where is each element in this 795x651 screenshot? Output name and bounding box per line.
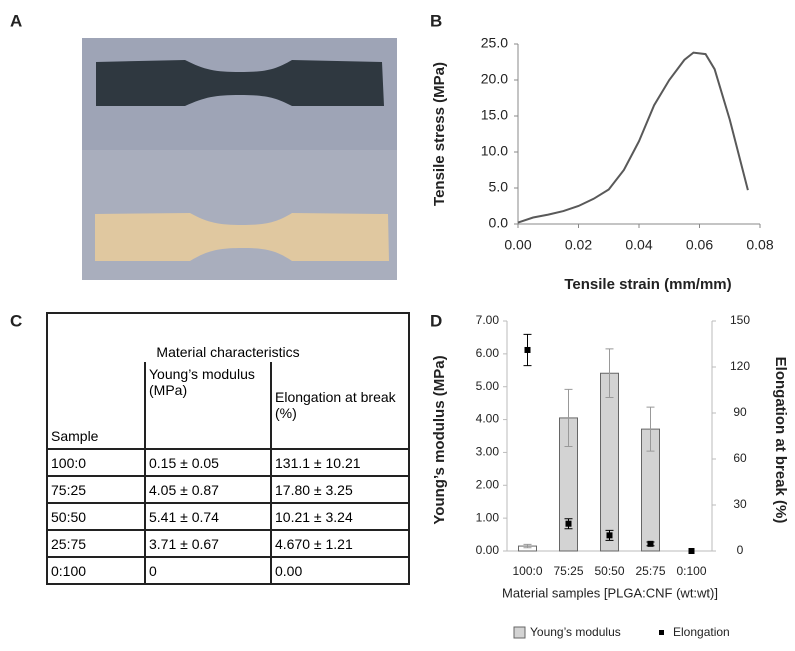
panel-label: A bbox=[10, 11, 22, 30]
y-tick-label: 0.00 bbox=[476, 543, 500, 557]
y-tick-label: 0.0 bbox=[489, 215, 509, 231]
point bbox=[688, 548, 695, 554]
error-bar bbox=[646, 541, 655, 547]
table-header: Sample bbox=[46, 362, 146, 450]
table-cell: 4.670 ± 1.21 bbox=[270, 529, 410, 558]
legend-swatch bbox=[513, 626, 526, 639]
table-title: Material characteristics bbox=[46, 312, 410, 362]
table-cell: 5.41 ± 0.74 bbox=[144, 502, 272, 531]
error-bar bbox=[523, 543, 532, 549]
y-tick-label: 7.00 bbox=[476, 313, 500, 327]
table-cell: 3.71 ± 0.67 bbox=[144, 529, 272, 558]
y-tick-label: 10.0 bbox=[481, 143, 508, 159]
table-cell: 0 bbox=[144, 556, 272, 585]
y-tick-label: 25.0 bbox=[481, 35, 508, 51]
x-tick-label: 0.08 bbox=[746, 237, 773, 253]
line bbox=[517, 51, 749, 224]
error-bar bbox=[564, 518, 573, 530]
y-tick-label: 20.0 bbox=[481, 71, 508, 87]
y-tick-label: 2.00 bbox=[476, 477, 500, 491]
x-tick-label: 75:25 bbox=[553, 564, 583, 578]
error-bar bbox=[564, 388, 573, 448]
x-tick-label: 25:75 bbox=[635, 564, 665, 578]
y2-axis-label: Elongation at break (%) bbox=[772, 357, 789, 524]
y2-tick-label: 90 bbox=[733, 405, 747, 419]
y-tick-label: 3.00 bbox=[476, 445, 500, 459]
x-tick-label: 0.02 bbox=[565, 237, 592, 253]
table-cell: 100:0 bbox=[46, 448, 146, 477]
x-axis-label: Material samples [PLGA:CNF (wt:wt)] bbox=[502, 585, 718, 600]
table-cell: 0.15 ± 0.05 bbox=[144, 448, 272, 477]
table-cell: 4.05 ± 0.87 bbox=[144, 475, 272, 504]
x-tick-label: 0:100 bbox=[676, 564, 706, 578]
y2-tick-label: 60 bbox=[733, 451, 747, 465]
error-bar bbox=[523, 333, 532, 367]
x-tick-label: 50:50 bbox=[594, 564, 624, 578]
y-tick-label: 15.0 bbox=[481, 107, 508, 123]
legend-label: Young’s modulus bbox=[530, 625, 621, 639]
y2-tick-label: 150 bbox=[730, 313, 750, 327]
legend-marker bbox=[659, 630, 664, 635]
y-tick-label: 5.0 bbox=[489, 179, 509, 195]
table-cell: 50:50 bbox=[46, 502, 146, 531]
error-bar bbox=[605, 529, 614, 541]
x-tick-label: 0.06 bbox=[686, 237, 713, 253]
y2-tick-label: 30 bbox=[733, 497, 747, 511]
x-tick-label: 0.04 bbox=[625, 237, 652, 253]
data-table: Material characteristics Sample Young’s … bbox=[46, 312, 410, 585]
table-cell: 25:75 bbox=[46, 529, 146, 558]
table-header: Elongation at break (%) bbox=[270, 362, 410, 450]
table-cell: 0:100 bbox=[46, 556, 146, 585]
table-cell: 0.00 bbox=[270, 556, 410, 585]
panel-label: B bbox=[430, 11, 442, 30]
error-bar bbox=[605, 348, 614, 399]
table-cell: 10.21 ± 3.24 bbox=[270, 502, 410, 531]
y2-tick-label: 120 bbox=[730, 359, 750, 373]
y-tick-label: 6.00 bbox=[476, 346, 500, 360]
y-axis-label: Young’s modulus (MPa) bbox=[431, 355, 448, 524]
y-axis-label: Tensile stress (MPa) bbox=[431, 62, 448, 206]
table-cell: 17.80 ± 3.25 bbox=[270, 475, 410, 504]
x-tick-label: 100:0 bbox=[512, 564, 542, 578]
photo bbox=[82, 38, 397, 280]
error-bar bbox=[646, 406, 655, 452]
panel-label: D bbox=[430, 311, 442, 330]
table-header: Young’s modulus (MPa) bbox=[144, 362, 272, 450]
table-cell: 131.1 ± 10.21 bbox=[270, 448, 410, 477]
x-tick-label: 0.00 bbox=[504, 237, 531, 253]
legend-label: Elongation bbox=[673, 625, 730, 639]
y-tick-label: 1.00 bbox=[476, 510, 500, 524]
y-tick-label: 4.00 bbox=[476, 412, 500, 426]
y2-tick-label: 0 bbox=[737, 543, 744, 557]
panel-label: C bbox=[10, 311, 22, 330]
bar bbox=[600, 372, 619, 552]
x-axis-label: Tensile strain (mm/mm) bbox=[564, 276, 731, 293]
table-cell: 75:25 bbox=[46, 475, 146, 504]
y-tick-label: 5.00 bbox=[476, 379, 500, 393]
